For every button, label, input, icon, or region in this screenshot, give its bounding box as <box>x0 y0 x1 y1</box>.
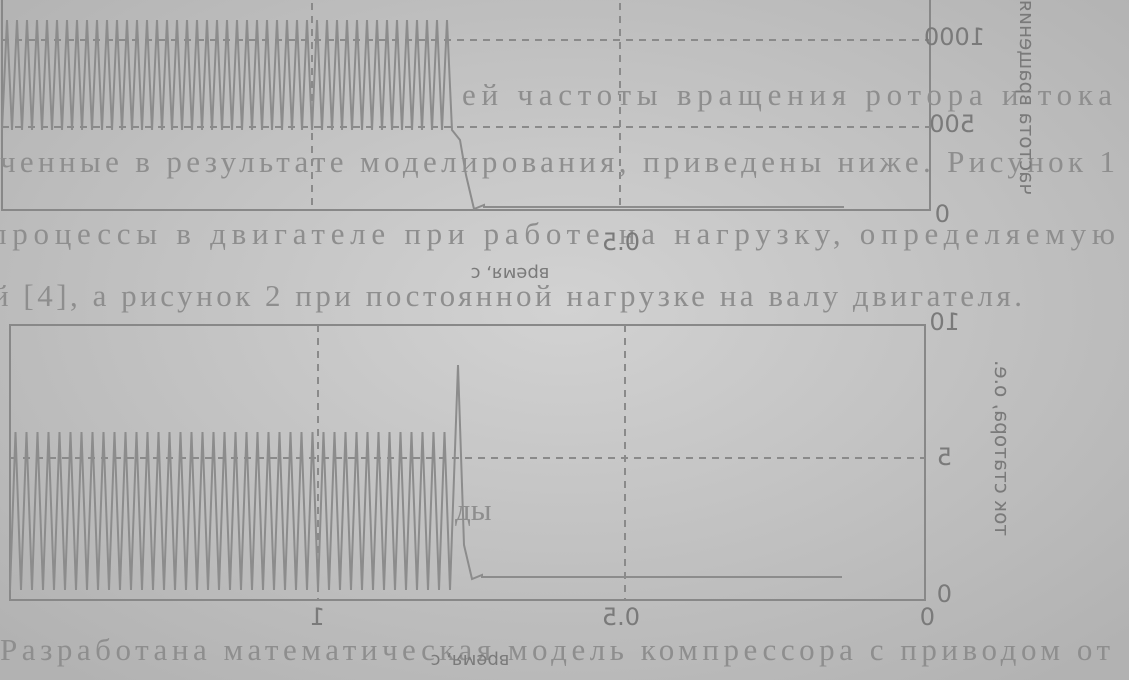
body-fragment: ды <box>455 492 492 527</box>
x-tick-label: 0 <box>920 603 935 631</box>
x-axis-label: время, с <box>431 650 510 671</box>
page: ей частоты вращения ротора и тока ченные… <box>0 0 1129 680</box>
body-line: Разработана математическая модель компре… <box>0 632 1110 667</box>
y-tick-label: 0 <box>935 200 950 228</box>
x-tick-label: 0.5 <box>602 603 640 631</box>
y-tick-label: 1000 <box>924 23 985 51</box>
y-tick-label: 10 <box>929 308 960 336</box>
body-line: ченные в результате моделирования, приве… <box>0 144 1115 179</box>
body-line: ей частоты вращения ротора и тока <box>462 77 1112 112</box>
x-tick-label: 1 <box>310 603 325 631</box>
y-axis-label: ток статора, о.е. <box>990 360 1014 536</box>
y-axis-label: частота вращения <box>1015 0 1039 195</box>
x-tick-label: 0.5 <box>602 228 640 256</box>
y-tick-label: 0 <box>937 580 952 608</box>
x-axis-label: время, с <box>471 263 550 284</box>
y-tick-label: 500 <box>929 110 975 138</box>
y-tick-label: 5 <box>937 443 952 471</box>
